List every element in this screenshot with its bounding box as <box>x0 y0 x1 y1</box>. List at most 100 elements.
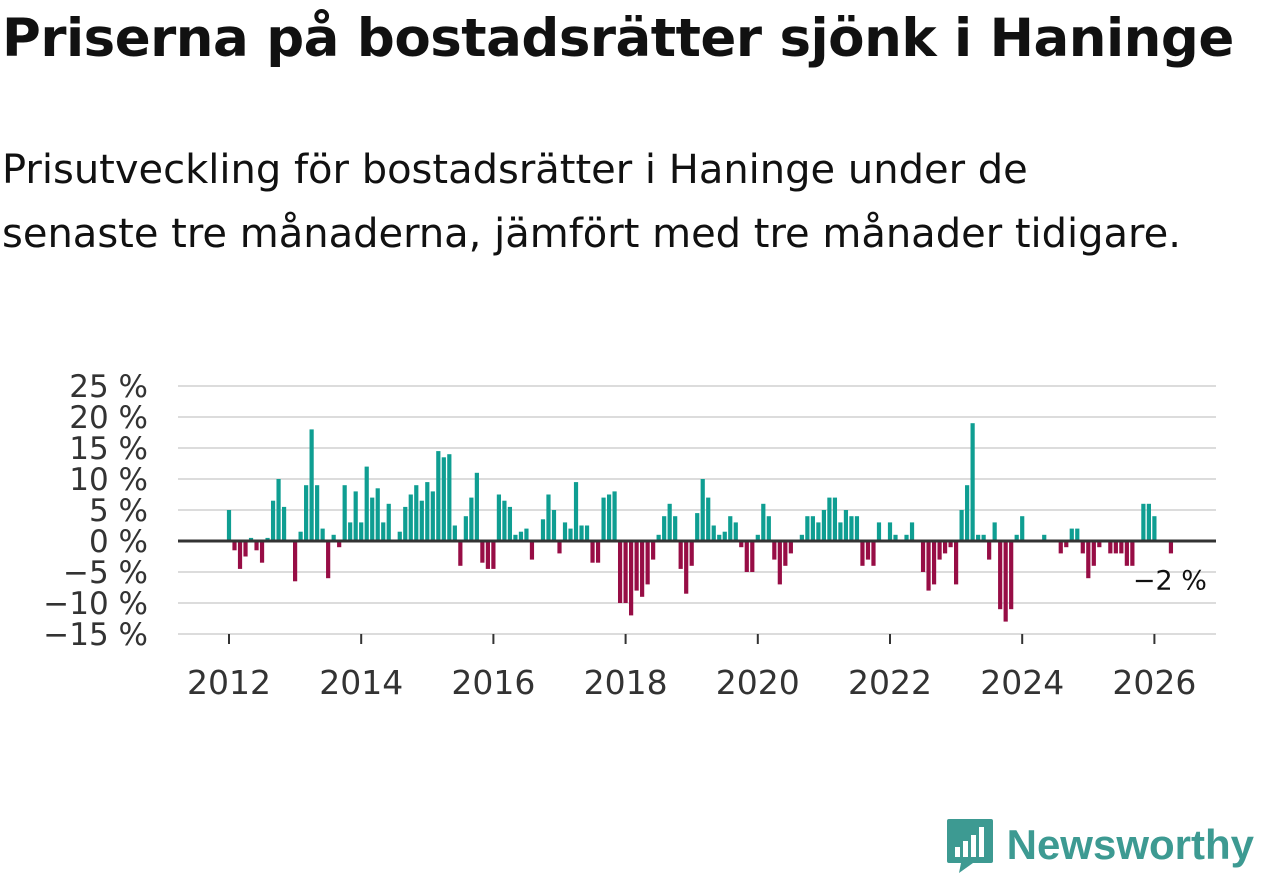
bar-2026-04 <box>1168 541 1174 554</box>
bar-2022-01 <box>887 522 893 541</box>
bar-2013-08 <box>331 534 336 541</box>
bar-2021-02 <box>827 497 832 541</box>
bar-2021-06 <box>849 516 854 541</box>
bar-2012-09 <box>270 500 276 541</box>
bar-2019-09 <box>733 522 738 541</box>
bar-2013-03 <box>304 485 309 541</box>
bar-2022-09 <box>931 541 937 585</box>
bar-2020-01 <box>755 534 760 541</box>
bar-2018-02 <box>629 541 634 616</box>
bar-2024-05 <box>1042 534 1047 541</box>
bar-2018-10 <box>673 516 678 541</box>
bar-2016-06 <box>518 531 524 541</box>
bar-2021-04 <box>838 522 843 541</box>
bar-2013-12 <box>353 491 358 541</box>
bar-2022-07 <box>920 541 926 572</box>
bar-2020-09 <box>799 534 804 541</box>
y-tick-label: 20 % <box>69 400 148 436</box>
bar-2025-09 <box>1130 541 1135 566</box>
bar-2014-05 <box>381 522 386 541</box>
bar-2018-11 <box>678 541 683 569</box>
bar-2019-11 <box>744 541 749 572</box>
bar-2017-03 <box>568 528 573 541</box>
bar-2016-07 <box>524 528 529 541</box>
gridlines <box>178 385 1216 635</box>
bar-2013-02 <box>298 531 303 541</box>
bar-2021-10 <box>871 541 876 566</box>
bar-2017-09 <box>601 497 606 541</box>
x-tick-label: 2022 <box>848 663 932 700</box>
bar-2022-10 <box>937 541 942 560</box>
bar-2022-05 <box>909 522 915 541</box>
bar-2025-01 <box>1086 541 1091 579</box>
bar-2023-10 <box>1003 541 1008 622</box>
bar-2014-11 <box>414 485 419 541</box>
bar-2016-10 <box>540 519 546 541</box>
bar-2017-07 <box>590 541 595 563</box>
bar-2017-12 <box>617 541 623 603</box>
x-tick-label: 2016 <box>451 663 535 700</box>
bar-2012-07 <box>259 541 265 563</box>
bar-2020-04 <box>772 541 777 560</box>
bar-2019-10 <box>739 541 744 548</box>
bar-2022-02 <box>893 534 898 541</box>
bar-2019-03 <box>700 479 705 541</box>
bar-2024-01 <box>1020 516 1025 541</box>
bar-2015-05 <box>447 454 452 541</box>
bar-2024-12 <box>1080 541 1085 554</box>
bar-2020-06 <box>783 541 788 566</box>
x-tick-label: 2026 <box>1112 663 1196 700</box>
bar-2015-10 <box>474 472 479 541</box>
bar-2020-02 <box>761 503 766 541</box>
bar-2022-08 <box>926 541 931 591</box>
y-tick-label: −10 % <box>43 586 148 622</box>
bar-2021-08 <box>860 541 865 566</box>
bar-2016-01 <box>491 541 496 569</box>
bar-2019-06 <box>717 534 722 541</box>
bar-2014-01 <box>359 522 364 541</box>
bar-2015-06 <box>452 525 457 541</box>
bar-2014-12 <box>419 500 424 541</box>
bar-2015-01 <box>425 482 430 541</box>
bar-2026-01 <box>1152 516 1157 541</box>
bar-2025-11 <box>1141 503 1146 541</box>
bar-2025-05 <box>1108 541 1113 554</box>
bar-2014-06 <box>386 503 391 541</box>
bar-2020-07 <box>788 541 793 554</box>
bar-2021-09 <box>865 541 871 560</box>
bar-2018-12 <box>684 541 689 594</box>
bar-2016-08 <box>529 541 535 560</box>
bar-2022-11 <box>942 541 948 554</box>
bar-2016-11 <box>546 494 551 541</box>
bar-2019-07 <box>722 531 727 541</box>
x-axis: 2012 2014 2016 2018 2020 2022 2024 2026 <box>187 634 1196 700</box>
bar-2023-04 <box>970 423 975 541</box>
x-tick-label: 2020 <box>716 663 800 700</box>
bar-2020-10 <box>805 516 810 541</box>
bar-2020-03 <box>766 516 771 541</box>
bar-2012-02 <box>232 541 237 551</box>
bar-2023-03 <box>965 485 970 541</box>
annotations: −2 % <box>1133 565 1207 596</box>
bar-2014-10 <box>408 494 413 541</box>
y-tick-label: −5 % <box>63 555 148 591</box>
bar-2025-02 <box>1091 541 1096 566</box>
bar-2025-08 <box>1124 541 1129 566</box>
price-change-bar-chart: 25 %20 %15 %10 %5 %0 %−5 %−10 %−15 % 201… <box>43 369 1216 700</box>
bar-2016-12 <box>551 510 557 541</box>
x-tick-label: 2014 <box>319 663 403 700</box>
bar-2018-04 <box>640 541 645 597</box>
bar-2021-03 <box>832 497 838 541</box>
y-tick-label: −15 % <box>43 617 148 653</box>
x-tick-label: 2018 <box>584 663 668 700</box>
bar-2015-04 <box>441 457 446 541</box>
bar-2021-05 <box>843 510 849 541</box>
bar-2014-03 <box>370 497 375 541</box>
y-tick-label: 10 % <box>69 462 148 498</box>
bar-2019-04 <box>706 497 711 541</box>
bar-2013-01 <box>293 541 298 582</box>
bar-2014-09 <box>403 506 408 541</box>
bar-2018-01 <box>623 541 628 603</box>
bar-2018-06 <box>651 541 656 560</box>
bar-2013-07 <box>326 541 331 579</box>
